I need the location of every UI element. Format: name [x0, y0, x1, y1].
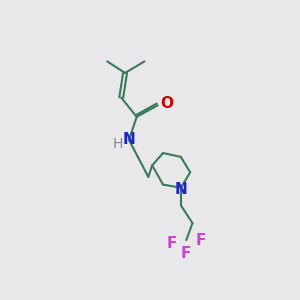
Text: H: H — [113, 137, 123, 151]
Text: N: N — [175, 182, 187, 197]
Text: F: F — [167, 236, 177, 251]
Text: O: O — [160, 96, 173, 111]
Text: N: N — [123, 132, 135, 147]
Text: F: F — [181, 246, 191, 261]
Text: F: F — [196, 232, 206, 247]
